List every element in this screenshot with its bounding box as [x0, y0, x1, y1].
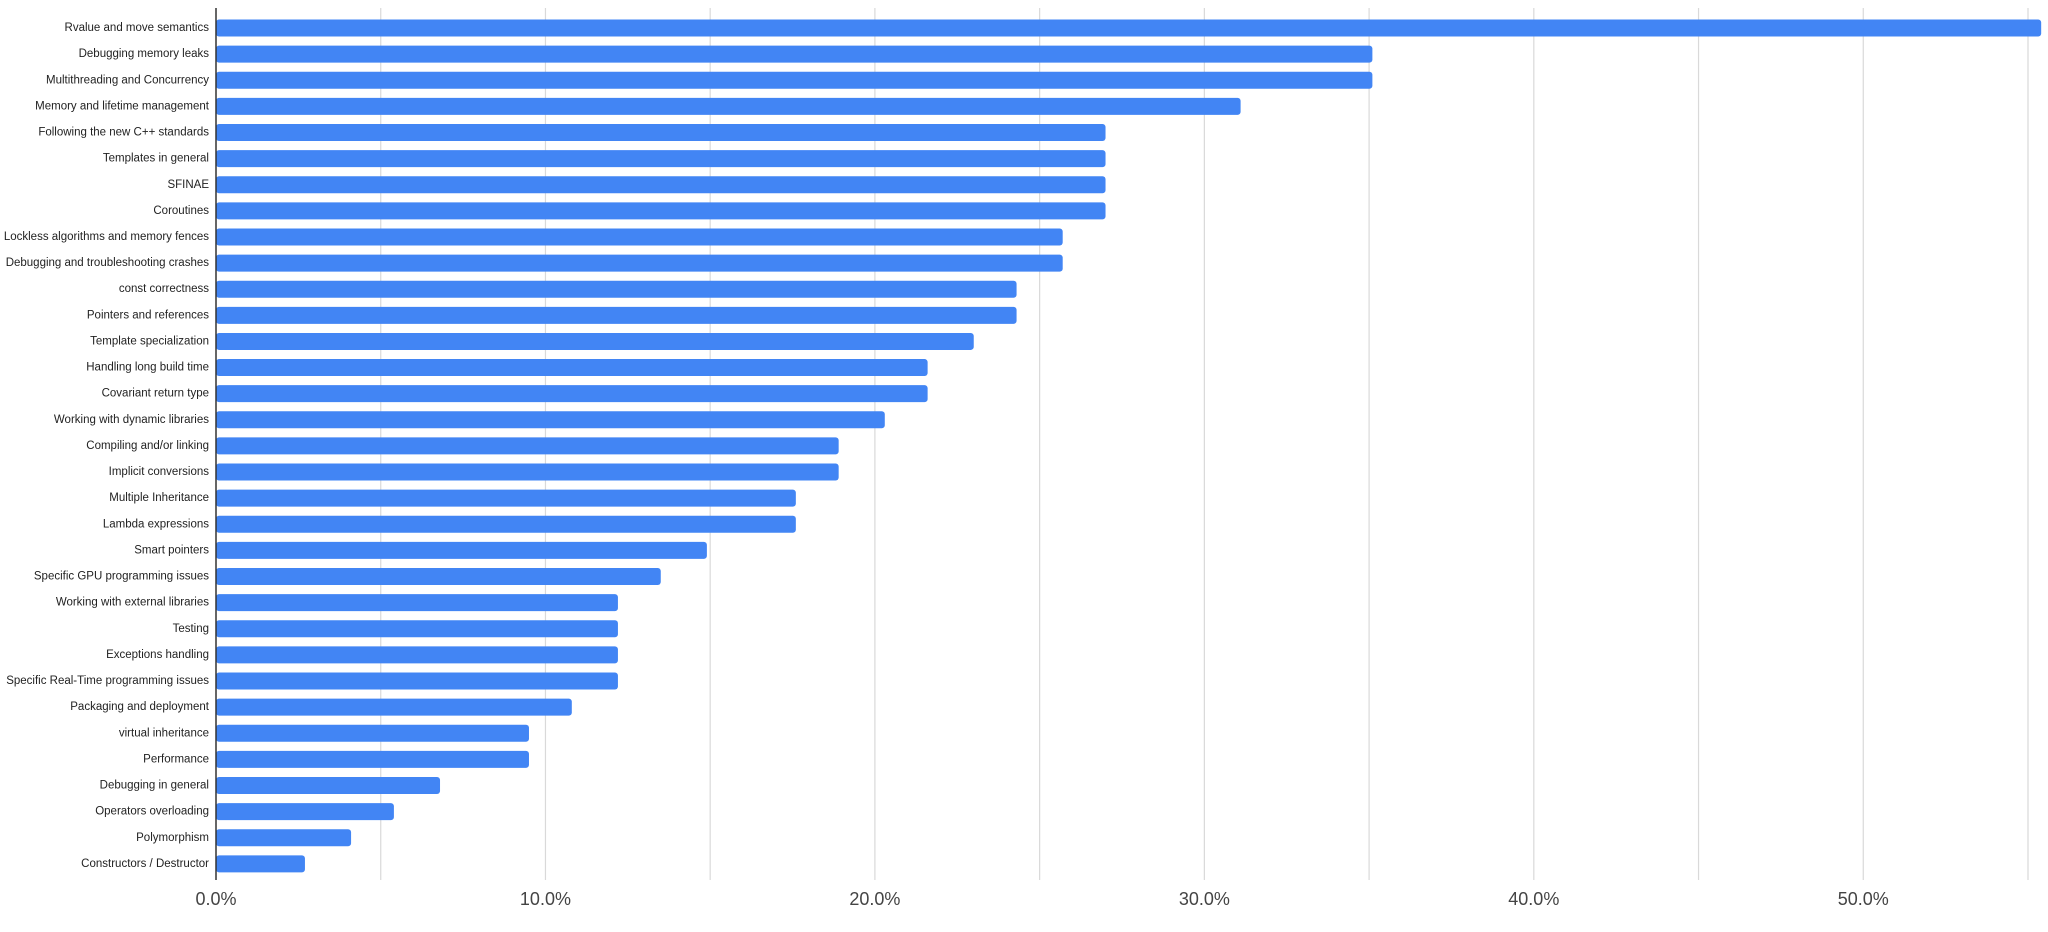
bar	[216, 254, 1063, 272]
x-axis-tick-labels: 0.0% 10.0% 20.0% 30.0% 40.0% 50.0%	[195, 889, 1888, 909]
bars	[216, 19, 2042, 873]
category-label: Templates in general	[103, 153, 209, 165]
category-label: Polymorphism	[136, 832, 209, 844]
bar	[216, 541, 707, 559]
bar	[216, 45, 1373, 63]
x-tick-label: 20.0%	[849, 889, 900, 909]
bar	[216, 71, 1373, 89]
bar	[216, 176, 1106, 194]
category-label: Smart pointers	[134, 544, 209, 556]
bar	[216, 750, 529, 768]
category-label: Covariant return type	[102, 388, 209, 400]
category-label: Pointers and references	[87, 309, 209, 321]
category-label: Rvalue and move semantics	[65, 22, 210, 34]
bar	[216, 620, 618, 638]
x-tick-label: 0.0%	[195, 889, 236, 909]
category-label: Handling long build time	[86, 362, 209, 374]
bar	[216, 776, 441, 794]
bar	[216, 202, 1106, 220]
category-label: const correctness	[119, 283, 209, 295]
category-label: Coroutines	[153, 205, 209, 217]
category-label: Compiling and/or linking	[86, 440, 209, 452]
x-tick-label: 30.0%	[1179, 889, 1230, 909]
bar	[216, 855, 305, 873]
category-label: Template specialization	[90, 335, 209, 347]
bar	[216, 97, 1241, 115]
bar	[216, 489, 796, 507]
bar	[216, 672, 618, 690]
bar	[216, 646, 618, 664]
category-label: Following the new C++ standards	[38, 127, 209, 139]
bar	[216, 306, 1017, 324]
category-label: Testing	[173, 623, 209, 635]
bar	[216, 724, 529, 742]
category-label: Performance	[143, 753, 209, 765]
category-label: Lambda expressions	[103, 518, 209, 530]
category-label: virtual inheritance	[119, 727, 209, 739]
category-label: Specific Real-Time programming issues	[6, 675, 209, 687]
bar	[216, 123, 1106, 141]
bar	[216, 568, 661, 586]
bar	[216, 385, 928, 403]
bar	[216, 280, 1017, 298]
bar	[216, 332, 974, 350]
category-label: Specific GPU programming issues	[34, 571, 209, 583]
category-label: SFINAE	[167, 179, 209, 191]
bar	[216, 19, 2042, 37]
category-label: Exceptions handling	[106, 649, 209, 661]
x-tick-label: 10.0%	[520, 889, 571, 909]
x-tick-label: 40.0%	[1508, 889, 1559, 909]
category-label: Implicit conversions	[109, 466, 210, 478]
x-tick-label: 50.0%	[1838, 889, 1889, 909]
bar	[216, 515, 796, 533]
category-label: Debugging in general	[100, 780, 209, 792]
bar	[216, 359, 928, 377]
category-labels: Rvalue and move semantics Debugging memor…	[4, 22, 210, 870]
category-label: Memory and lifetime management	[35, 100, 210, 112]
bar	[216, 803, 394, 821]
category-label: Lockless algorithms and memory fences	[4, 231, 209, 243]
category-label: Multithreading and Concurrency	[46, 74, 209, 86]
category-label: Constructors / Destructor	[81, 858, 209, 870]
category-label: Operators overloading	[95, 806, 209, 818]
category-label: Debugging and troubleshooting crashes	[6, 257, 210, 269]
bar	[216, 228, 1063, 246]
bar	[216, 411, 885, 429]
bar	[216, 698, 572, 716]
category-label: Packaging and deployment	[70, 701, 210, 713]
bar	[216, 437, 839, 455]
category-label: Working with dynamic libraries	[54, 414, 209, 426]
bar	[216, 829, 352, 847]
bar	[216, 150, 1106, 168]
category-label: Multiple Inheritance	[109, 492, 209, 504]
bar	[216, 463, 839, 481]
category-label: Working with external libraries	[56, 597, 209, 609]
category-label: Debugging memory leaks	[79, 48, 210, 60]
bar	[216, 594, 618, 612]
